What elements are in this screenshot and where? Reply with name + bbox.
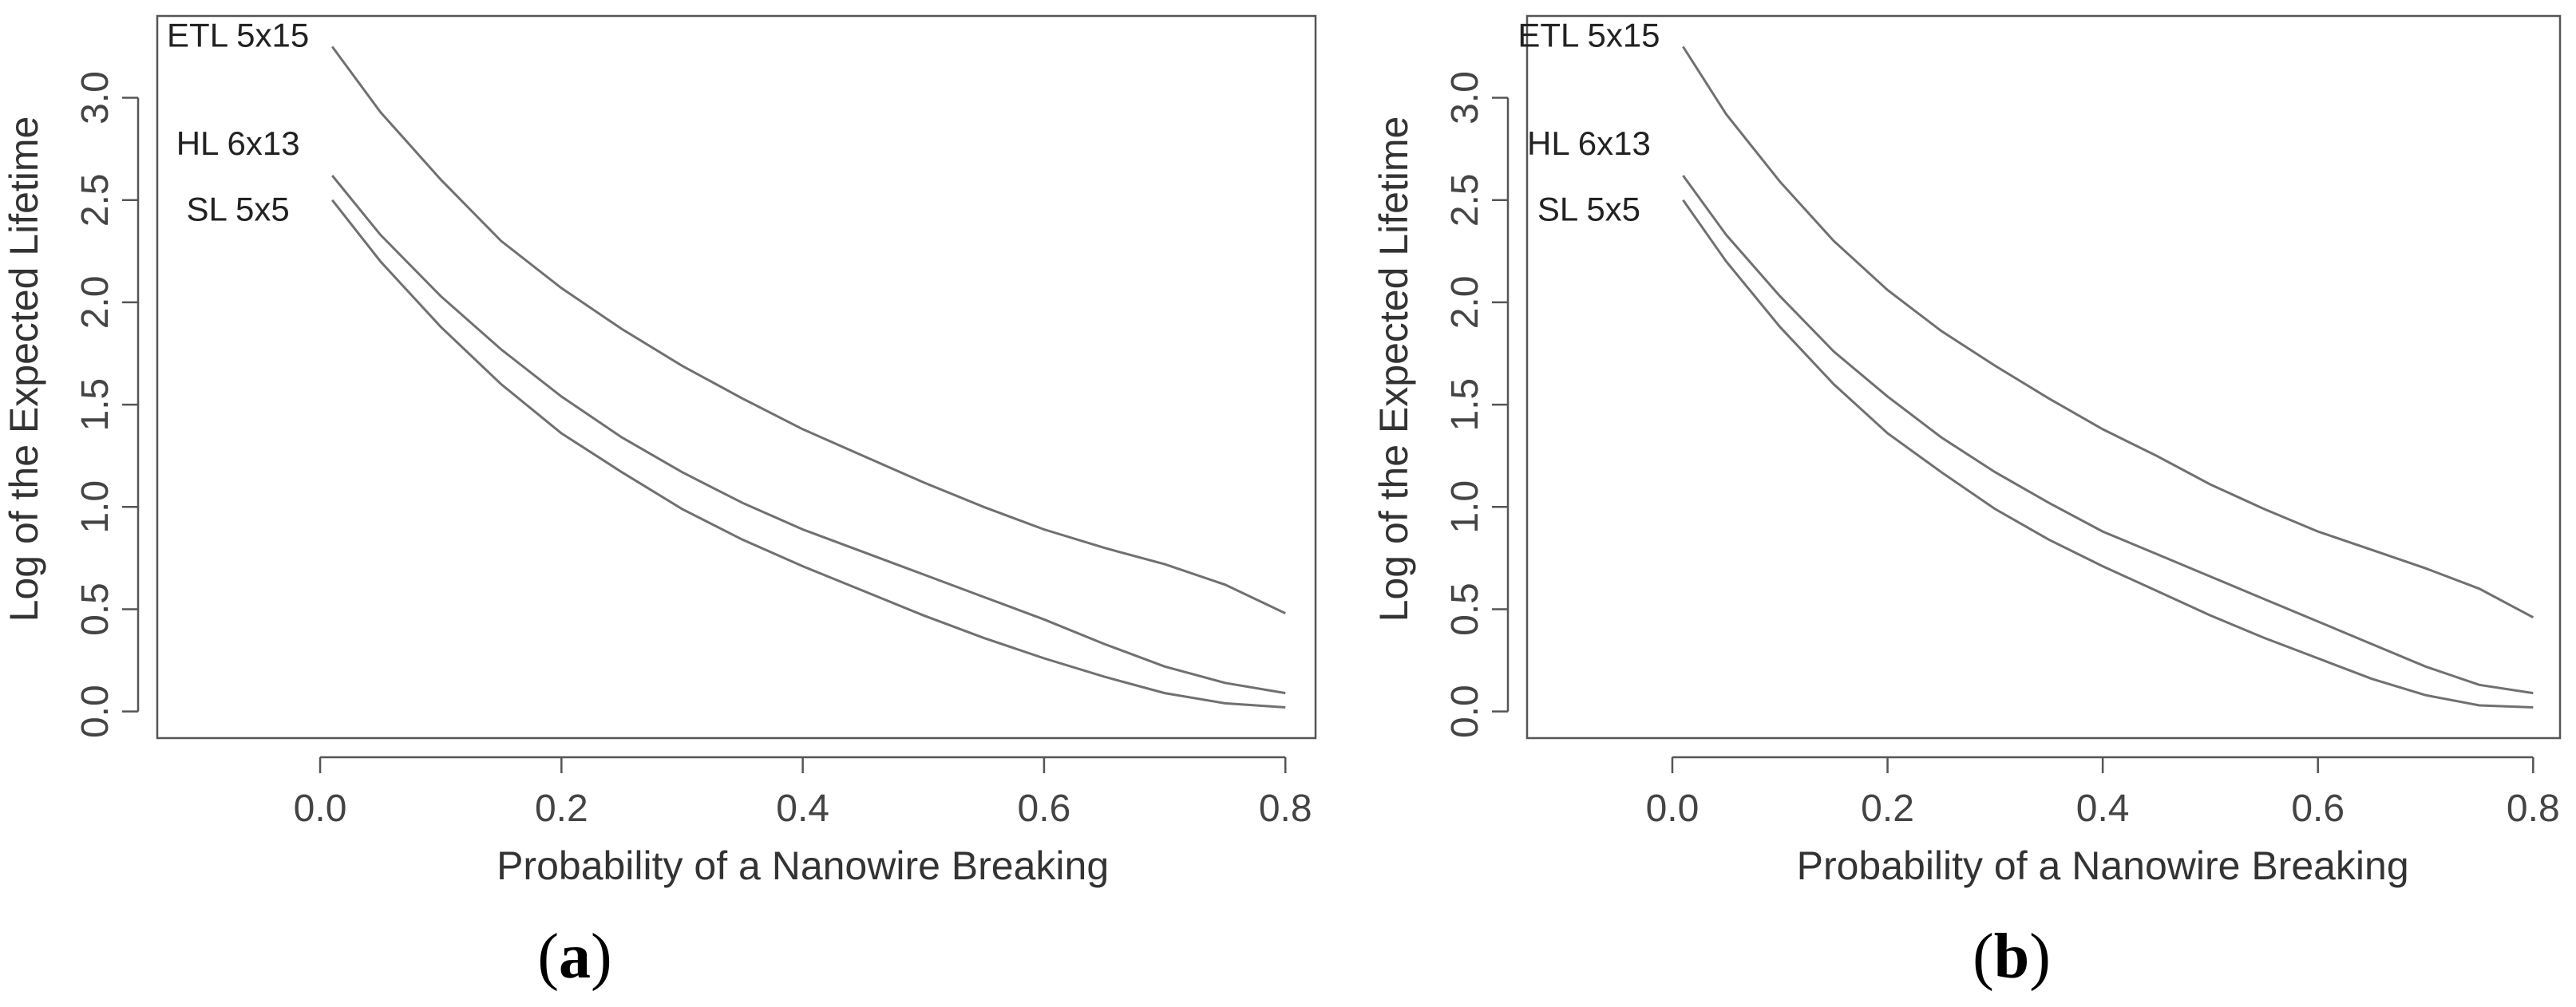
x-axis-title: Probability of a Nanowire Breaking <box>1797 843 2409 888</box>
y-tick-label: 1.5 <box>1444 378 1486 432</box>
x-tick-label: 0.8 <box>1259 788 1312 830</box>
panel-label: (a) <box>537 922 611 992</box>
x-tick-label: 0.2 <box>535 788 588 830</box>
chart-panel-b: 0.0 0.2 0.4 0.6 0.8 0.0 0.5 1.0 1.5 2.0 2.5 3.0 Prob… <box>1371 14 2562 992</box>
x-axis-title: Probability of a Nanowire Breaking <box>497 843 1109 888</box>
series-line-sl-5x5 <box>1682 199 2534 709</box>
x-tick-label: 0.0 <box>294 788 347 830</box>
panel-label-open-paren: ( <box>537 922 559 992</box>
series-label-etl-5x15: ETL 5x15 <box>1518 16 1660 53</box>
panel-label-close-paren: ) <box>591 922 612 992</box>
x-tick-label: 0.2 <box>1861 788 1914 830</box>
x-tick-label: 0.6 <box>2291 788 2345 830</box>
y-tick-label: 2.5 <box>74 173 117 227</box>
y-tick-label: 1.5 <box>74 378 117 432</box>
y-tick-label: 2.0 <box>74 276 117 330</box>
y-axis-title: Log of the Expected Lifetime <box>2 116 46 622</box>
x-tick-label: 0.0 <box>1646 788 1700 830</box>
y-tick-label: 0.0 <box>1444 685 1486 738</box>
y-tick-label: 0.5 <box>1444 582 1486 636</box>
y-axis-title: Log of the Expected Lifetime <box>1371 116 1416 622</box>
plot-frame <box>1525 14 2562 740</box>
series-label-etl-5x15: ETL 5x15 <box>167 16 309 53</box>
series-line-etl-5x15 <box>330 45 1286 614</box>
series-label-sl-5x5: SL 5x5 <box>187 191 290 228</box>
y-tick-label: 2.0 <box>1444 276 1486 330</box>
panel-label-letter: b <box>1994 922 2030 992</box>
series-line-hl-6x13 <box>1682 175 2534 695</box>
x-tick-label: 0.4 <box>2076 788 2130 830</box>
panel-label: (b) <box>1973 922 2051 992</box>
plot-frame <box>156 14 1317 740</box>
y-tick-label: 2.5 <box>1444 173 1486 227</box>
x-tick-label: 0.4 <box>776 788 829 830</box>
series-label-hl-6x13: HL 6x13 <box>176 124 300 162</box>
series-line-etl-5x15 <box>1682 45 2534 619</box>
x-tick-label: 0.8 <box>2507 788 2560 830</box>
series-line-hl-6x13 <box>331 175 1286 695</box>
y-tick-label: 1.0 <box>74 480 117 534</box>
y-tick-label: 0.5 <box>74 582 117 636</box>
panel-label-letter: a <box>559 922 591 992</box>
chart-panel-a: 0.0 0.2 0.4 0.6 0.8 0.0 0.5 1.0 1.5 2.0 2.5 3.0 Prob… <box>2 14 1317 992</box>
y-tick-label: 3.0 <box>74 71 117 124</box>
y-tick-label: 1.0 <box>1444 480 1486 534</box>
x-tick-label: 0.6 <box>1018 788 1071 830</box>
panel-label-close-paren: ) <box>2029 922 2051 992</box>
series-label-hl-6x13: HL 6x13 <box>1527 124 1651 162</box>
y-tick-label: 0.0 <box>74 685 117 738</box>
y-tick-label: 3.0 <box>1444 71 1486 124</box>
series-label-sl-5x5: SL 5x5 <box>1537 191 1640 228</box>
panel-label-open-paren: ( <box>1973 922 1994 992</box>
series-line-sl-5x5 <box>331 199 1286 709</box>
